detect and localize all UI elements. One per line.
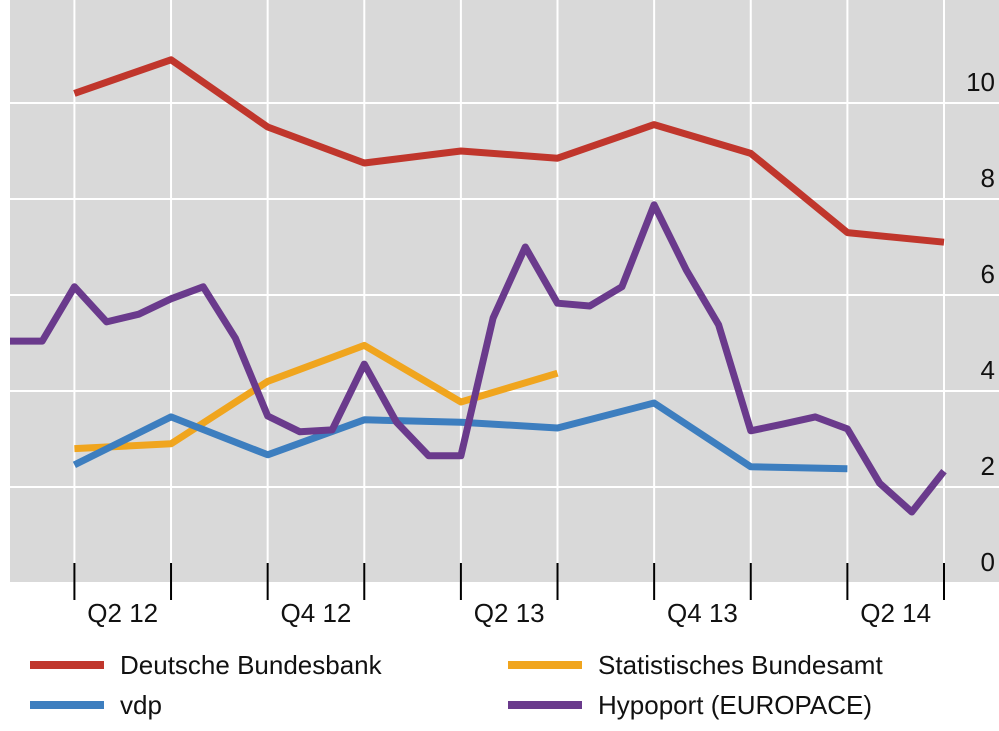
series-line [10, 201, 947, 516]
series-line [72, 399, 848, 473]
y-tick-label: 6 [981, 259, 995, 289]
legend-label: Deutsche Bundesbank [120, 650, 383, 680]
legend-label: Statistisches Bundesamt [598, 650, 883, 680]
y-tick-label: 0 [981, 547, 995, 577]
x-tick-label: Q4 12 [281, 598, 352, 628]
y-tick-label: 4 [981, 355, 995, 385]
x-tick-label: Q2 12 [87, 598, 158, 628]
x-tick-label: Q2 13 [474, 598, 545, 628]
y-tick-label: 2 [981, 451, 995, 481]
y-tick-label: 8 [981, 163, 995, 193]
x-tick-label: Q4 13 [667, 598, 738, 628]
series-line [73, 56, 945, 246]
y-tick-label: 10 [966, 67, 995, 97]
x-tick-label: Q2 14 [860, 598, 931, 628]
legend-label: Hypoport (EUROPACE) [598, 690, 872, 720]
legend-label: vdp [120, 690, 162, 720]
